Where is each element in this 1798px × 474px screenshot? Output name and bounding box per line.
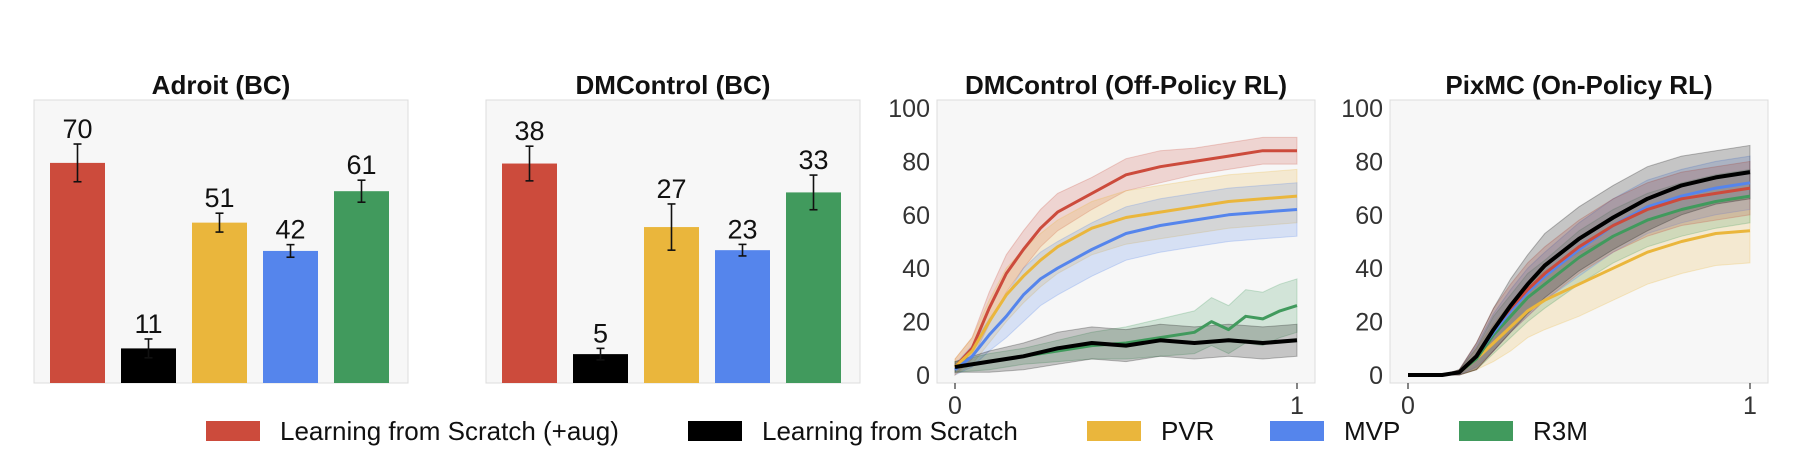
- bar-value-label-learning-from-scratch-aug: 38: [514, 116, 544, 146]
- band-mvp: [954, 182, 1298, 376]
- bar-mvp: [263, 250, 318, 383]
- y-tick-label: 80: [1355, 148, 1383, 176]
- bar-pvr: [192, 222, 247, 383]
- bar-value-label-learning-from-scratch: 5: [593, 318, 608, 348]
- bar-pvr: [644, 227, 699, 383]
- y-tick-label: 80: [902, 148, 930, 176]
- bar-value-label-mvp: 23: [727, 214, 757, 244]
- y-tick-label: 60: [1355, 202, 1383, 230]
- line-learning-from-scratch: [1408, 170, 1751, 377]
- bar-group: 70 11 51 42 61: [50, 114, 389, 383]
- error-bar-learning-from-scratch: [144, 338, 153, 359]
- error-bar-learning-from-scratch: [596, 347, 605, 361]
- panel-dmcontrol-bc: DMControl (BC) 38 5 27 23 33: [485, 70, 861, 384]
- error-bar-r3m: [357, 179, 366, 203]
- line-pvr: [953, 194, 1298, 369]
- legend-label: MVP: [1344, 416, 1400, 446]
- panel-adroit-bc: Adroit (BC) 70 11 51 42 61: [33, 70, 409, 384]
- legend-label: R3M: [1533, 416, 1588, 446]
- bar-mvp: [715, 250, 770, 383]
- legend-label: Learning from Scratch (+aug): [280, 416, 619, 446]
- band-learning-from-scratch-aug: [954, 136, 1298, 377]
- band-r3m: [954, 278, 1298, 373]
- bar-value-label-r3m: 61: [346, 150, 376, 180]
- error-bar-r3m: [809, 174, 818, 211]
- bar-value-label-mvp: 42: [275, 215, 305, 245]
- legend: Learning from Scratch (+aug) Learning fro…: [206, 416, 1588, 446]
- tick-group: 0 20 40 60 80 100 0 1: [1341, 95, 1757, 420]
- x-tick-label: 1: [1743, 392, 1757, 420]
- line-group: [1408, 144, 1751, 377]
- bar-learning-from-scratch-aug: [50, 162, 105, 383]
- y-tick-label: 100: [1341, 95, 1383, 123]
- legend-label: PVR: [1161, 416, 1214, 446]
- bar-r3m: [786, 192, 841, 383]
- error-bar-mvp: [286, 243, 295, 259]
- x-tick-label: 0: [1401, 392, 1415, 420]
- y-tick-label: 60: [902, 202, 930, 230]
- legend-item-learning-from-scratch: Learning from Scratch: [688, 416, 1018, 446]
- line-group: [953, 136, 1298, 377]
- legend-item-learning-from-scratch-aug: Learning from Scratch (+aug): [206, 416, 619, 446]
- band-pvr: [954, 168, 1298, 376]
- legend-item-mvp: MVP: [1270, 416, 1400, 446]
- plot-area-background: [1389, 99, 1769, 384]
- y-tick-label: 0: [1369, 362, 1383, 390]
- chart-title: PixMC (On-Policy RL): [1445, 70, 1712, 100]
- legend-swatch: [688, 421, 742, 441]
- panel-dmcontrol-offpolicy-rl: DMControl (Off-Policy RL) 0 20 40 60 80 100 0 1: [888, 70, 1316, 420]
- y-tick-label: 0: [916, 362, 930, 390]
- line-learning-from-scratch-aug: [953, 149, 1297, 369]
- bar-group: 38 5 27 23 33: [502, 116, 841, 383]
- panel-pixmc-onpolicy-rl: PixMC (On-Policy RL) 0 20 40 60 80 100 0 1: [1341, 70, 1769, 420]
- error-bar-learning-from-scratch-aug: [525, 145, 534, 182]
- legend-item-r3m: R3M: [1459, 416, 1588, 446]
- bar-value-label-learning-from-scratch: 11: [134, 309, 162, 339]
- x-tick-label: 0: [948, 392, 962, 420]
- line-mvp: [954, 208, 1298, 371]
- bar-learning-from-scratch-aug: [502, 163, 557, 383]
- chart-title: DMControl (BC): [576, 70, 771, 100]
- legend-swatch: [1270, 421, 1324, 441]
- bar-value-label-pvr: 27: [656, 174, 686, 204]
- legend-swatch: [1087, 421, 1141, 441]
- line-learning-from-scratch: [954, 338, 1298, 369]
- y-tick-label: 40: [1355, 255, 1383, 283]
- legend-swatch: [1459, 421, 1513, 441]
- chart-title: DMControl (Off-Policy RL): [965, 70, 1287, 100]
- band-learning-from-scratch: [954, 323, 1298, 373]
- plot-area-background: [936, 99, 1316, 384]
- y-tick-label: 20: [902, 309, 930, 337]
- bar-r3m: [334, 191, 389, 383]
- bar-value-label-pvr: 51: [204, 183, 234, 213]
- chart-title: Adroit (BC): [152, 70, 291, 100]
- legend-item-pvr: PVR: [1087, 416, 1214, 446]
- bar-value-label-r3m: 33: [798, 145, 828, 175]
- legend-label: Learning from Scratch: [762, 416, 1018, 446]
- legend-swatch: [206, 421, 260, 441]
- error-bar-learning-from-scratch-aug: [73, 143, 82, 183]
- error-bar-mvp: [738, 243, 747, 257]
- error-bar-pvr: [667, 203, 676, 251]
- y-tick-label: 100: [888, 95, 930, 123]
- x-tick-label: 1: [1290, 392, 1304, 420]
- error-bar-pvr: [215, 212, 224, 233]
- y-tick-label: 20: [1355, 309, 1383, 337]
- bar-value-label-learning-from-scratch-aug: 70: [62, 114, 92, 144]
- tick-group: 0 20 40 60 80 100 0 1: [888, 95, 1304, 420]
- y-tick-label: 40: [902, 255, 930, 283]
